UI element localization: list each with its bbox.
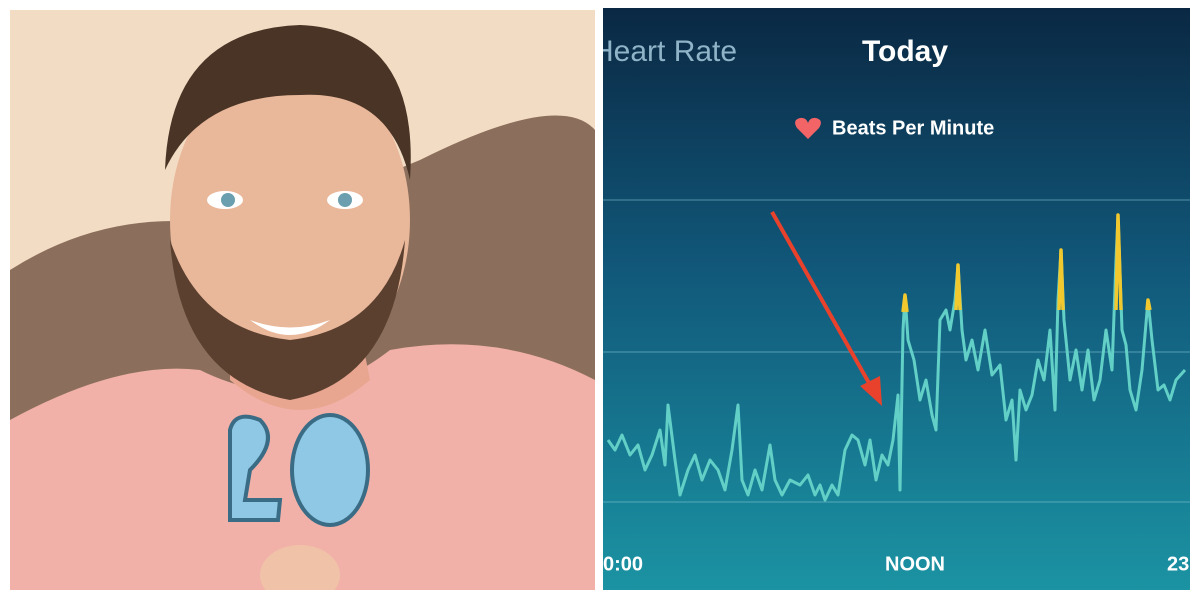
legend-label: Beats Per Minute [832, 117, 994, 139]
hair [165, 25, 411, 180]
smile [250, 320, 330, 335]
x-label: NOON [885, 553, 945, 575]
peak-highlights [901, 213, 1152, 313]
candle-8 [290, 413, 370, 527]
face [170, 60, 410, 380]
app-screen: Heart Rate Today Beats Per Minute 0:00 N… [592, 8, 1190, 590]
peak [901, 293, 909, 313]
photo [10, 10, 595, 590]
app-background [603, 8, 1190, 590]
tab-active[interactable]: Today [862, 35, 948, 68]
arrow-head [860, 376, 882, 406]
candle-2 [228, 414, 283, 522]
x-label: 0:00 [603, 553, 643, 575]
heart-icon [795, 117, 821, 139]
peak [1114, 213, 1123, 311]
heart-rate-line [606, 213, 1187, 502]
tab[interactable]: Heart Rate [592, 35, 737, 68]
peak [1145, 298, 1152, 311]
iris [338, 193, 352, 207]
beard [170, 240, 405, 400]
arrow-shaft [770, 211, 875, 391]
iris [221, 193, 235, 207]
x-label: 23 [1167, 553, 1189, 575]
peak [954, 263, 962, 311]
hand [260, 545, 340, 590]
peak [1057, 248, 1065, 311]
